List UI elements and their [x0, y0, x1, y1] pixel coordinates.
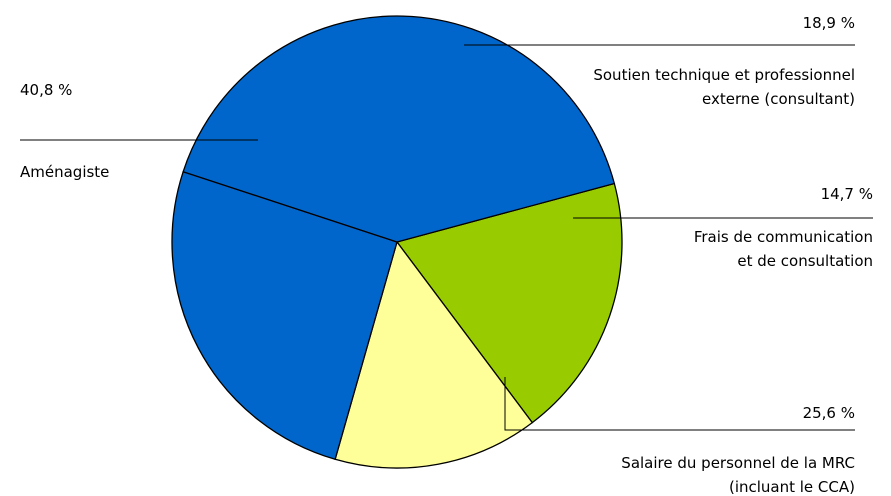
category-label-1-line-1: Soutien technique et professionnel [593, 66, 855, 84]
leader-lines [20, 44, 873, 431]
category-label-4-line-1: Aménagiste [20, 163, 109, 181]
value-label-2: 14,7 % [821, 185, 873, 203]
pie-slice-2 [334, 240, 534, 469]
value-label-3: 25,6 % [803, 404, 855, 422]
category-label-1-line-2: externe (consultant) [702, 90, 855, 108]
pie-slice-3 [171, 170, 398, 461]
value-label-1: 18,9 % [803, 14, 855, 32]
slice-labels: 18,9 % Soutien technique et professionnel… [20, 14, 873, 496]
category-label-2-line-1: Frais de communication [694, 228, 873, 246]
category-label-3-line-2: (incluant le CCA) [729, 478, 855, 496]
category-label-3-line-1: Salaire du personnel de la MRC [621, 454, 855, 472]
category-label-2-line-2: et de consultation [737, 252, 873, 270]
value-label-4: 40,8 % [20, 81, 72, 99]
leader-line-3 [504, 377, 855, 431]
pie-slices [171, 15, 623, 469]
pie-slice-1 [395, 182, 623, 424]
pie-slice-4 [182, 15, 616, 243]
